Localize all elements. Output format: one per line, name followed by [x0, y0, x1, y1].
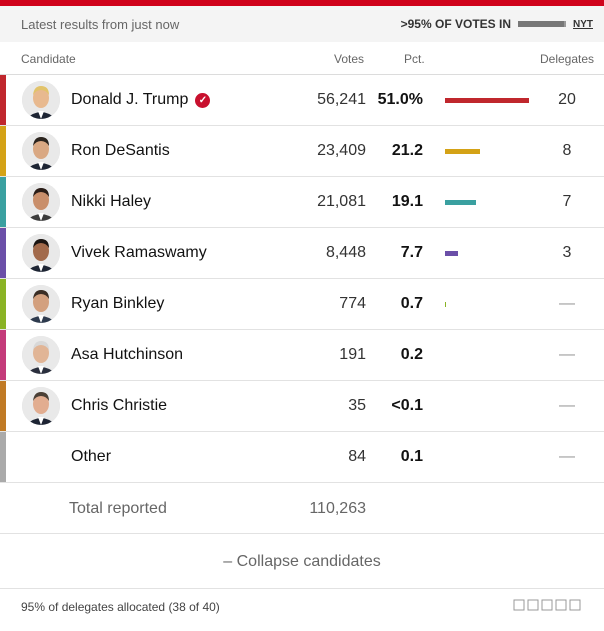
votes-in-progress-fill — [518, 21, 564, 27]
candidate-avatar — [22, 81, 60, 119]
candidate-votes: 35 — [348, 397, 366, 414]
collapse-candidates-button[interactable]: – Collapse candidates — [0, 534, 604, 589]
candidate-row: Donald J. Trump ✓ 56,241 51.0% 20 — [0, 75, 604, 126]
candidate-pct: 51.0% — [377, 91, 423, 108]
candidate-name: Chris Christie — [71, 397, 167, 415]
candidate-name-text: Other — [71, 448, 112, 465]
party-color-stripe — [0, 75, 6, 125]
party-color-stripe — [0, 330, 6, 380]
candidate-name: Asa Hutchinson — [71, 346, 183, 364]
votes-in-progress — [518, 21, 566, 27]
col-header-delegates: Delegates — [540, 52, 595, 66]
candidate-votes: 21,081 — [317, 193, 366, 210]
candidate-row: Ryan Binkley 774 0.7 — — [0, 279, 604, 330]
candidate-name-text: Ryan Binkley — [71, 295, 165, 312]
vote-share-bar — [445, 200, 477, 205]
party-color-stripe — [0, 381, 6, 431]
candidate-delegates: 3 — [562, 244, 572, 261]
candidate-name-text: Chris Christie — [71, 397, 168, 414]
candidate-avatar — [22, 183, 60, 221]
candidate-pct: <0.1 — [391, 397, 423, 414]
candidate-pct: 0.2 — [400, 346, 423, 363]
votes-in-label: >95% OF VOTES IN — [400, 17, 511, 31]
candidate-avatar — [22, 387, 60, 425]
candidate-avatar — [22, 285, 60, 323]
party-color-stripe — [0, 432, 6, 482]
total-row: Total reported 110,263 — [0, 482, 604, 534]
candidate-delegates: — — [559, 448, 575, 465]
candidate-delegates: — — [559, 397, 575, 414]
candidate-pct: 19.1 — [391, 193, 423, 210]
candidate-row: Vivek Ramaswamy 8,448 7.7 3 — [0, 228, 604, 279]
votes-in-indicator: >95% OF VOTES IN NYT — [401, 17, 593, 31]
candidate-name: Donald J. Trump ✓ — [71, 91, 211, 109]
candidate-delegates: 20 — [558, 91, 576, 108]
col-header-pct: Pct. — [404, 52, 425, 66]
candidate-avatar — [22, 234, 60, 272]
col-header-votes: Votes — [334, 52, 365, 66]
candidate-delegates: — — [559, 295, 575, 312]
candidate-row: Ron DeSantis 23,409 21.2 8 — [0, 126, 604, 177]
source-link[interactable]: NYT — [573, 18, 593, 30]
candidate-pct: 0.1 — [400, 448, 423, 465]
candidate-row: Chris Christie 35 <0.1 — — [0, 381, 604, 432]
col-header-candidate: Candidate — [21, 52, 76, 66]
candidate-delegates: 7 — [562, 193, 572, 210]
vote-share-bar — [445, 98, 529, 103]
candidate-row: Asa Hutchinson 191 0.2 — — [0, 330, 604, 381]
header-divider — [0, 74, 604, 75]
delegates-allocated-note: 95% of delegates allocated (38 of 40) — [21, 600, 220, 614]
top-accent-bar — [0, 0, 604, 6]
candidate-name: Ryan Binkley — [71, 295, 164, 313]
candidate-avatar — [22, 132, 60, 170]
candidate-avatar — [22, 336, 60, 374]
update-status: Latest results from just now — [21, 17, 180, 32]
candidate-name-text: Vivek Ramaswamy — [71, 244, 207, 261]
vote-share-bar — [445, 251, 458, 256]
vote-share-bar — [445, 149, 480, 154]
party-color-stripe — [0, 177, 6, 227]
candidate-name: Vivek Ramaswamy — [71, 244, 207, 262]
candidate-name-text: Donald J. Trump — [71, 91, 189, 108]
vote-share-bar — [445, 302, 447, 307]
candidate-votes: 8,448 — [325, 244, 366, 261]
winner-check-icon: ✓ — [195, 92, 211, 108]
candidate-votes: 191 — [339, 346, 366, 363]
watermark-logo — [513, 599, 581, 611]
candidate-name-text: Asa Hutchinson — [71, 346, 184, 363]
candidate-delegates: 8 — [562, 142, 572, 159]
candidate-votes: 84 — [348, 448, 366, 465]
candidate-name: Other — [71, 448, 111, 466]
total-label: Total reported — [69, 500, 167, 517]
candidate-name-text: Nikki Haley — [71, 193, 152, 210]
candidate-name: Nikki Haley — [71, 193, 151, 211]
candidate-row: Other 84 0.1 — — [0, 432, 604, 483]
candidate-name-text: Ron DeSantis — [71, 142, 170, 159]
total-votes: 110,263 — [309, 500, 366, 517]
candidate-votes: 774 — [339, 295, 366, 312]
status-bar: Latest results from just now >95% OF VOT… — [0, 6, 604, 42]
candidate-votes: 56,241 — [317, 91, 366, 108]
candidate-pct: 0.7 — [400, 295, 423, 312]
candidate-row: Nikki Haley 21,081 19.1 7 — [0, 177, 604, 228]
party-color-stripe — [0, 279, 6, 329]
candidate-delegates: — — [559, 346, 575, 363]
candidate-votes: 23,409 — [317, 142, 366, 159]
candidate-name: Ron DeSantis — [71, 142, 170, 160]
party-color-stripe — [0, 126, 6, 176]
party-color-stripe — [0, 228, 6, 278]
candidate-pct: 21.2 — [391, 142, 423, 159]
candidate-pct: 7.7 — [400, 244, 423, 261]
